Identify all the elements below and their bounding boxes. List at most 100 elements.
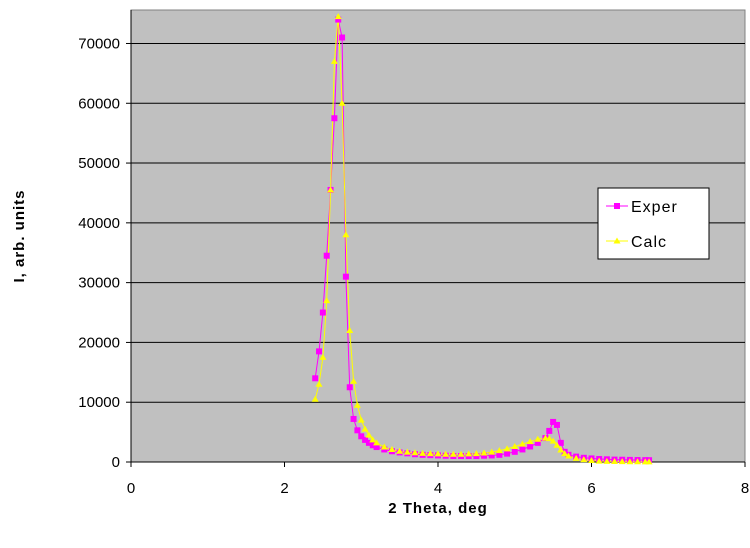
data-point-exper <box>369 442 376 449</box>
data-point-calc <box>534 435 542 442</box>
y-tick-label: 20000 <box>78 334 120 351</box>
data-point-calc <box>434 450 442 457</box>
data-point-exper <box>550 418 557 425</box>
data-point-calc <box>495 447 503 454</box>
data-point-calc <box>564 452 572 459</box>
series-markers <box>311 13 653 465</box>
data-point-calc <box>449 450 457 457</box>
y-tick-label: 30000 <box>78 275 120 292</box>
data-point-calc <box>419 449 427 456</box>
legend-exper-label: Exper <box>631 199 678 216</box>
data-point-calc <box>315 380 323 387</box>
legend-calc-label: Calc <box>631 234 667 251</box>
data-point-calc <box>353 401 361 408</box>
data-point-exper <box>534 439 541 446</box>
data-point-calc <box>323 297 331 304</box>
legend-box <box>597 187 710 260</box>
data-point-calc <box>426 450 434 457</box>
y-tick-label: 50000 <box>78 155 120 172</box>
y-axis-title: I, arb. units <box>11 189 28 282</box>
x-tick-label: 4 <box>434 480 442 497</box>
data-point-exper <box>527 443 534 450</box>
data-point-calc <box>611 458 619 465</box>
data-point-exper <box>553 421 560 428</box>
data-point-calc <box>369 436 377 443</box>
data-point-calc <box>488 448 496 455</box>
data-point-calc <box>350 377 358 384</box>
data-point-calc <box>365 431 373 438</box>
data-point-calc <box>411 449 419 456</box>
data-point-calc <box>595 457 603 464</box>
data-point-calc <box>338 99 346 106</box>
x-tick-label: 0 <box>127 480 135 497</box>
data-point-calc <box>396 447 404 454</box>
data-point-exper <box>316 348 323 355</box>
data-point-calc <box>465 450 473 457</box>
x-tick-label: 2 <box>280 480 288 497</box>
data-point-calc <box>634 458 642 465</box>
x-tick-label: 8 <box>741 480 749 497</box>
data-point-calc <box>480 449 488 456</box>
data-point-calc <box>588 457 595 464</box>
data-point-calc <box>472 450 480 457</box>
data-point-exper <box>373 444 380 451</box>
data-point-exper <box>519 446 526 453</box>
data-point-calc <box>626 458 634 465</box>
data-point-calc <box>346 326 354 333</box>
data-point-calc <box>342 231 350 238</box>
data-point-exper <box>481 452 488 459</box>
x-tick-label: 6 <box>587 480 595 497</box>
data-point-calc <box>380 443 388 450</box>
data-point-exper <box>346 384 353 391</box>
data-point-calc <box>311 395 319 402</box>
data-point-exper <box>488 452 495 459</box>
data-point-exper <box>350 415 357 422</box>
data-point-exper <box>557 439 564 446</box>
y-tick-label: 60000 <box>78 95 120 112</box>
data-point-calc <box>553 441 561 448</box>
data-point-exper <box>362 436 369 443</box>
data-point-calc <box>549 437 557 444</box>
x-axis-ticks: 0 2 4 6 8 <box>127 462 749 497</box>
legend-calc-marker <box>613 237 621 244</box>
y-tick-label: 0 <box>112 454 120 471</box>
data-point-calc <box>319 353 327 360</box>
data-point-exper <box>365 439 372 446</box>
data-point-exper <box>323 252 330 259</box>
data-point-calc <box>457 450 465 457</box>
data-point-calc <box>403 448 411 455</box>
data-point-calc <box>503 445 511 452</box>
legend-exper-marker <box>614 203 620 209</box>
data-point-exper <box>546 427 553 434</box>
data-point-exper <box>511 448 518 455</box>
gridlines <box>131 42 745 403</box>
data-point-exper <box>504 450 511 457</box>
data-point-calc <box>572 454 580 461</box>
data-point-exper <box>339 34 346 41</box>
data-point-calc <box>357 416 365 423</box>
data-point-calc <box>526 438 534 445</box>
x-axis-title: 2 Theta, deg <box>388 500 488 517</box>
data-point-exper <box>312 375 319 382</box>
data-point-calc <box>557 446 565 453</box>
data-point-calc <box>618 458 626 465</box>
y-tick-label: 40000 <box>78 215 120 232</box>
data-point-calc <box>645 458 653 465</box>
data-point-exper <box>496 451 503 458</box>
data-point-exper <box>342 273 349 280</box>
data-point-calc <box>327 186 335 193</box>
data-point-calc <box>603 457 611 464</box>
data-point-calc <box>442 450 450 457</box>
data-point-calc <box>561 450 569 457</box>
y-axis-ticks: 0 10000 20000 30000 40000 50000 60000 70000 <box>78 35 131 471</box>
y-tick-label: 70000 <box>78 35 120 52</box>
data-point-exper <box>354 427 361 434</box>
data-point-calc <box>580 456 588 463</box>
data-point-calc <box>334 13 342 20</box>
data-point-calc <box>545 435 553 442</box>
data-point-calc <box>388 445 396 452</box>
data-point-calc <box>511 442 519 449</box>
data-point-exper <box>335 16 342 23</box>
data-point-calc <box>361 425 369 432</box>
